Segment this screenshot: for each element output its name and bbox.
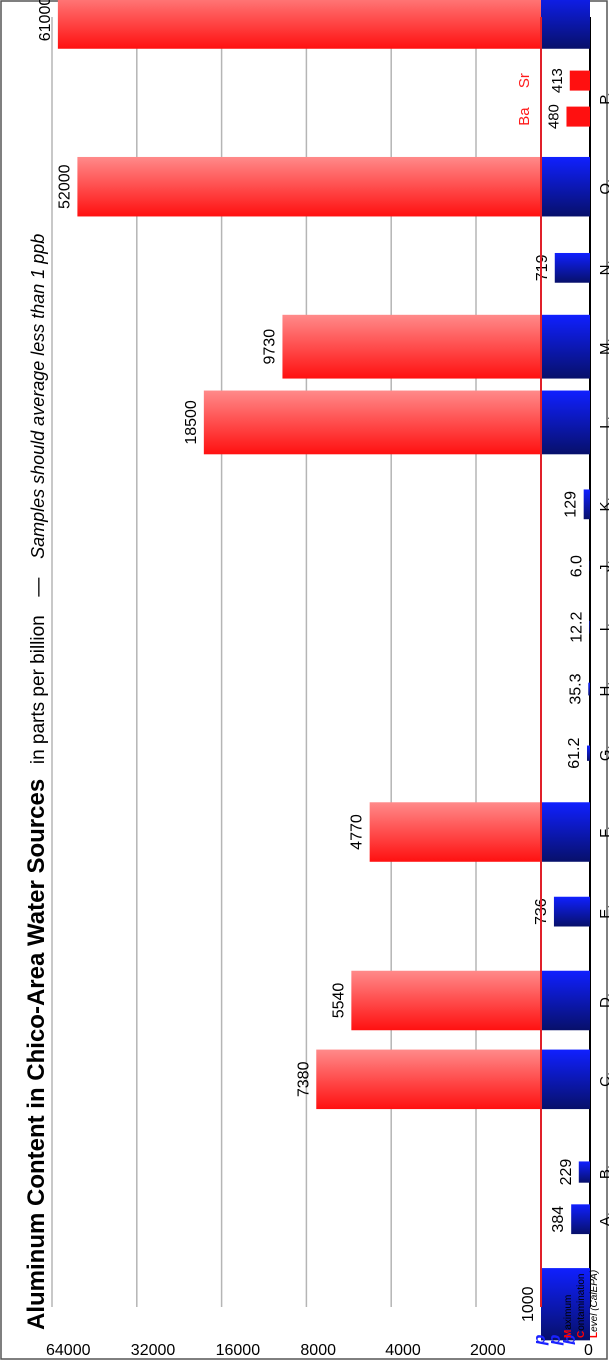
category-letter: E.: [597, 905, 609, 919]
bar-value-label: 4770: [349, 814, 366, 850]
y-tick-label: 2000: [470, 1342, 506, 1359]
category-letter: I.: [597, 623, 609, 631]
y-tick-label: 0: [584, 1342, 593, 1359]
bar: [588, 683, 590, 696]
category-letter: G.: [597, 745, 609, 761]
bar-lower: [541, 391, 590, 455]
bar-value-label: 6.0: [569, 555, 586, 577]
svg-text:Contamination: Contamination: [576, 1274, 587, 1339]
solar-bar: [566, 107, 590, 127]
bar-value-label: 229: [558, 1159, 575, 1186]
bar-lower: [541, 1050, 590, 1110]
bar: [555, 253, 590, 283]
solar-bar-value: 413: [549, 68, 566, 93]
category-letter: C.: [597, 1072, 609, 1087]
solar-element-label: Ba: [516, 107, 533, 126]
bar-value-label: 7380: [295, 1061, 312, 1097]
bar-upper: [58, 0, 541, 49]
y-tick-label: 8000: [300, 1342, 336, 1359]
bar-value-label: 9730: [261, 329, 278, 365]
category-letter: A.: [597, 1212, 609, 1226]
bar-value-label: 719: [534, 254, 551, 281]
bar: [584, 489, 590, 519]
svg-text:Maximum: Maximum: [563, 1295, 574, 1338]
y-tick-label: 32000: [131, 1342, 176, 1359]
bar: [571, 1204, 590, 1234]
solar-bar-value: 480: [545, 104, 562, 129]
bar-value-label: 35.3: [567, 673, 584, 704]
bar-lower: [541, 0, 590, 49]
bar-value-label: 18500: [183, 400, 200, 445]
y-tick-label: 4000: [385, 1342, 421, 1359]
bar-upper: [77, 157, 541, 217]
y-tick-label: 64000: [46, 1342, 91, 1359]
category-letter: D.: [597, 993, 609, 1008]
bar: [589, 621, 590, 634]
category-letter: J.: [597, 560, 609, 572]
bar: [554, 897, 590, 927]
solar-bar: [570, 71, 590, 91]
bar-lower: [541, 971, 590, 1031]
category-letter: N.: [597, 260, 609, 275]
bar: [587, 746, 590, 761]
chart-title: Aluminum Content in Chico-Area Water Sou…: [23, 234, 50, 1330]
bar-lower: [541, 315, 590, 379]
category-letter: P.: [597, 92, 609, 104]
bars-group: [58, 0, 590, 1340]
bar-upper: [351, 971, 541, 1031]
bar-upper: [316, 1050, 541, 1110]
bar: [579, 1161, 590, 1182]
bar-value-label: 129: [563, 491, 580, 518]
bar-upper: [204, 391, 541, 455]
bar-value-label: 5540: [330, 983, 347, 1019]
bar-value-label: 61.2: [566, 738, 583, 769]
bar-value-label: 384: [550, 1206, 567, 1233]
category-letter: O.: [597, 179, 609, 195]
svg-text:Level (CalEPA): Level (CalEPA): [589, 1270, 600, 1338]
bar-upper: [370, 802, 541, 862]
category-letter: M.: [597, 338, 609, 355]
category-letter: K.: [597, 497, 609, 511]
category-letter: L.: [597, 416, 609, 429]
category-letter: B.: [597, 1165, 609, 1179]
bar-value-label: 1000: [520, 1286, 537, 1322]
bar-lower: [541, 157, 590, 217]
bar-value-label: 12.2: [568, 612, 585, 643]
bar-upper: [282, 315, 541, 379]
solar-element-label: Sr: [516, 73, 533, 88]
y-tick-label: 16000: [216, 1342, 261, 1359]
bar-value-label: 61000: [37, 0, 54, 41]
category-letter: F.: [597, 826, 609, 838]
bar-value-label: 52000: [56, 164, 73, 209]
bar-lower: [541, 802, 590, 862]
category-letter: H.: [597, 682, 609, 697]
